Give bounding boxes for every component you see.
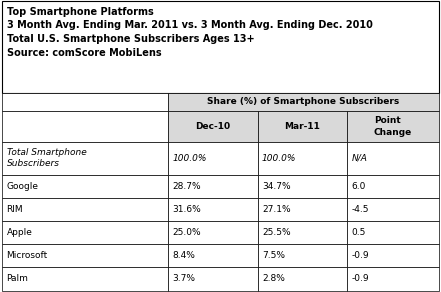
Bar: [258, 198, 347, 221]
Bar: [258, 111, 347, 142]
Text: 34.7%: 34.7%: [262, 182, 291, 191]
Text: RIM: RIM: [7, 205, 23, 214]
Text: 100.0%: 100.0%: [172, 154, 207, 163]
Bar: [258, 175, 347, 198]
Text: Mar-11: Mar-11: [284, 122, 320, 131]
Bar: [347, 175, 439, 198]
Bar: [2, 175, 168, 198]
Text: 2.8%: 2.8%: [262, 274, 285, 284]
Bar: [258, 221, 347, 244]
Text: Apple: Apple: [7, 228, 33, 237]
Text: 8.4%: 8.4%: [172, 251, 195, 260]
Text: -0.9: -0.9: [351, 274, 369, 284]
Bar: [258, 142, 347, 175]
Bar: [2, 93, 168, 111]
Text: 3.7%: 3.7%: [172, 274, 195, 284]
Bar: [2, 111, 168, 142]
Bar: [347, 267, 439, 291]
Bar: [168, 244, 258, 267]
Text: N/A: N/A: [351, 154, 367, 163]
Text: -0.9: -0.9: [351, 251, 369, 260]
Bar: [168, 111, 258, 142]
Bar: [347, 244, 439, 267]
Bar: [168, 267, 258, 291]
Text: Top Smartphone Platforms
3 Month Avg. Ending Mar. 2011 vs. 3 Month Avg. Ending D: Top Smartphone Platforms 3 Month Avg. En…: [7, 7, 374, 58]
Bar: [2, 267, 168, 291]
Bar: [168, 93, 439, 111]
Text: Total Smartphone
Subscribers: Total Smartphone Subscribers: [7, 148, 86, 168]
Text: Point
Change: Point Change: [374, 117, 412, 137]
Text: 25.0%: 25.0%: [172, 228, 201, 237]
Bar: [347, 142, 439, 175]
Text: 7.5%: 7.5%: [262, 251, 285, 260]
Bar: [168, 221, 258, 244]
Text: Share (%) of Smartphone Subscribers: Share (%) of Smartphone Subscribers: [207, 98, 400, 106]
Bar: [2, 244, 168, 267]
Text: 28.7%: 28.7%: [172, 182, 201, 191]
Bar: [258, 267, 347, 291]
Text: 100.0%: 100.0%: [262, 154, 296, 163]
Bar: [168, 142, 258, 175]
Bar: [347, 111, 439, 142]
Text: -4.5: -4.5: [351, 205, 369, 214]
Bar: [2, 142, 168, 175]
Text: 27.1%: 27.1%: [262, 205, 291, 214]
Text: 6.0: 6.0: [351, 182, 366, 191]
Bar: [258, 244, 347, 267]
Bar: [347, 198, 439, 221]
Bar: [168, 198, 258, 221]
Bar: [2, 221, 168, 244]
Text: Google: Google: [7, 182, 39, 191]
Bar: [168, 175, 258, 198]
Text: 31.6%: 31.6%: [172, 205, 201, 214]
Bar: [347, 221, 439, 244]
Bar: [2, 1, 439, 93]
Text: Palm: Palm: [7, 274, 29, 284]
Text: 0.5: 0.5: [351, 228, 366, 237]
Text: Dec-10: Dec-10: [195, 122, 230, 131]
Text: 25.5%: 25.5%: [262, 228, 291, 237]
Bar: [2, 198, 168, 221]
Text: Microsoft: Microsoft: [7, 251, 48, 260]
